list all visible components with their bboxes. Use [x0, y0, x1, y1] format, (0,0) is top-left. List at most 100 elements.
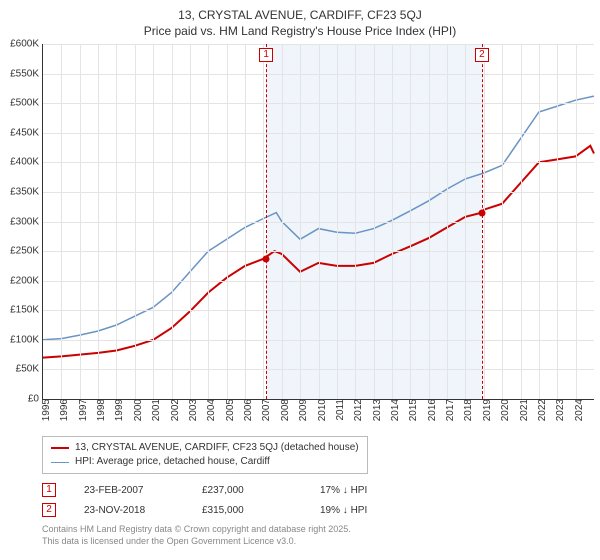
title-line-2: Price paid vs. HM Land Registry's House …	[0, 24, 600, 40]
y-axis-label: £350K	[10, 186, 43, 197]
x-axis-label: 2007	[259, 399, 272, 421]
legend-item: 13, CRYSTAL AVENUE, CARDIFF, CF23 5QJ (d…	[51, 441, 359, 455]
gridline	[465, 44, 466, 399]
marker-point	[263, 255, 270, 262]
marker-badge: 2	[475, 48, 489, 62]
chart-title: 13, CRYSTAL AVENUE, CARDIFF, CF23 5QJ Pr…	[0, 0, 600, 39]
x-axis-label: 1996	[57, 399, 70, 421]
x-axis-label: 2012	[351, 399, 364, 421]
gridline	[484, 44, 485, 399]
gridline	[98, 44, 99, 399]
x-axis-label: 1997	[76, 399, 89, 421]
table-row: 1 23-FEB-2007 £237,000 17% ↓ HPI	[42, 480, 410, 500]
gridline	[576, 44, 577, 399]
gridline	[447, 44, 448, 399]
y-axis-label: £450K	[10, 127, 43, 138]
x-axis-label: 2011	[333, 399, 346, 421]
x-axis-label: 2020	[498, 399, 511, 421]
x-axis-label: 2024	[572, 399, 585, 421]
x-axis-label: 1995	[39, 399, 52, 421]
legend-swatch	[51, 447, 69, 449]
footnote: Contains HM Land Registry data © Crown c…	[42, 524, 351, 547]
x-axis-label: 2013	[370, 399, 383, 421]
marker-line	[266, 44, 267, 399]
x-axis-label: 2016	[425, 399, 438, 421]
gridline	[172, 44, 173, 399]
y-axis-label: £250K	[10, 246, 43, 257]
gridline	[190, 44, 191, 399]
x-axis-label: 2017	[443, 399, 456, 421]
x-axis-label: 2022	[535, 399, 548, 421]
transaction-index-badge: 1	[42, 483, 56, 497]
gridline	[135, 44, 136, 399]
transaction-index-badge: 2	[42, 503, 56, 517]
transaction-price: £315,000	[202, 505, 292, 516]
y-axis-label: £200K	[10, 275, 43, 286]
marker-line	[482, 44, 483, 399]
x-axis-label: 2005	[223, 399, 236, 421]
marker-point	[478, 209, 485, 216]
transactions-table: 1 23-FEB-2007 £237,000 17% ↓ HPI 2 23-NO…	[42, 480, 410, 520]
transaction-price: £237,000	[202, 485, 292, 496]
gridline	[300, 44, 301, 399]
y-axis-label: £550K	[10, 68, 43, 79]
x-axis-label: 2006	[241, 399, 254, 421]
x-axis-label: 2004	[204, 399, 217, 421]
gridline	[80, 44, 81, 399]
y-axis-label: £500K	[10, 98, 43, 109]
x-axis-label: 2010	[315, 399, 328, 421]
y-axis-label: £100K	[10, 334, 43, 345]
gridline	[429, 44, 430, 399]
legend-label: 13, CRYSTAL AVENUE, CARDIFF, CF23 5QJ (d…	[75, 441, 359, 455]
y-axis-label: £50K	[16, 364, 43, 375]
x-axis-label: 2023	[553, 399, 566, 421]
gridline	[502, 44, 503, 399]
x-axis-label: 2021	[517, 399, 530, 421]
gridline	[374, 44, 375, 399]
legend-box: 13, CRYSTAL AVENUE, CARDIFF, CF23 5QJ (d…	[42, 436, 368, 474]
title-line-1: 13, CRYSTAL AVENUE, CARDIFF, CF23 5QJ	[0, 8, 600, 24]
footnote-line: Contains HM Land Registry data © Crown c…	[42, 524, 351, 536]
x-axis-label: 2001	[149, 399, 162, 421]
x-axis-label: 1998	[94, 399, 107, 421]
x-axis-label: 2008	[278, 399, 291, 421]
gridline	[392, 44, 393, 399]
legend-label: HPI: Average price, detached house, Card…	[75, 455, 270, 469]
gridline	[410, 44, 411, 399]
x-axis-label: 2009	[296, 399, 309, 421]
gridline	[61, 44, 62, 399]
transaction-delta: 17% ↓ HPI	[320, 485, 410, 496]
y-axis-label: £300K	[10, 216, 43, 227]
gridline	[282, 44, 283, 399]
x-axis-label: 2018	[461, 399, 474, 421]
legend-item: HPI: Average price, detached house, Card…	[51, 455, 359, 469]
gridline	[521, 44, 522, 399]
x-axis-label: 2003	[186, 399, 199, 421]
gridline	[245, 44, 246, 399]
gridline	[337, 44, 338, 399]
gridline	[153, 44, 154, 399]
gridline	[319, 44, 320, 399]
x-axis-label: 2015	[406, 399, 419, 421]
gridline	[539, 44, 540, 399]
transaction-date: 23-FEB-2007	[84, 485, 174, 496]
transaction-delta: 19% ↓ HPI	[320, 505, 410, 516]
gridline	[208, 44, 209, 399]
footnote-line: This data is licensed under the Open Gov…	[42, 536, 351, 548]
gridline	[227, 44, 228, 399]
x-axis-label: 2019	[480, 399, 493, 421]
gridline	[116, 44, 117, 399]
marker-badge: 1	[259, 48, 273, 62]
legend-swatch	[51, 462, 69, 463]
y-axis-label: £400K	[10, 157, 43, 168]
x-axis-label: 2002	[168, 399, 181, 421]
y-axis-label: £150K	[10, 305, 43, 316]
x-axis-label: 2014	[388, 399, 401, 421]
gridline	[355, 44, 356, 399]
chart-plot-area: £0£50K£100K£150K£200K£250K£300K£350K£400…	[42, 44, 594, 400]
x-axis-label: 2000	[131, 399, 144, 421]
x-axis-label: 1999	[112, 399, 125, 421]
table-row: 2 23-NOV-2018 £315,000 19% ↓ HPI	[42, 500, 410, 520]
gridline	[557, 44, 558, 399]
transaction-date: 23-NOV-2018	[84, 505, 174, 516]
